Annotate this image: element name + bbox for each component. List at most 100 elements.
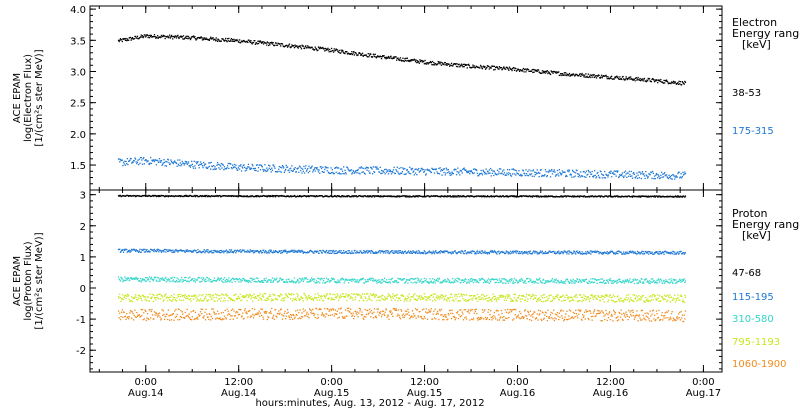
data-point xyxy=(384,278,385,279)
data-point xyxy=(491,67,492,68)
data-point xyxy=(624,175,625,176)
data-point xyxy=(337,49,338,50)
data-point xyxy=(670,253,671,254)
data-point xyxy=(423,253,424,254)
data-point xyxy=(505,283,506,284)
data-point xyxy=(634,79,635,80)
data-point xyxy=(529,278,530,279)
data-point xyxy=(331,172,332,173)
data-point xyxy=(578,253,579,254)
data-point xyxy=(654,176,655,177)
data-point xyxy=(481,250,482,251)
data-point xyxy=(575,176,576,177)
data-point xyxy=(206,299,207,300)
data-point xyxy=(399,252,400,253)
data-point xyxy=(585,172,586,173)
data-point xyxy=(207,280,208,281)
data-point xyxy=(209,278,210,279)
data-point xyxy=(641,252,642,253)
data-point xyxy=(634,283,635,284)
data-point xyxy=(170,37,171,38)
data-point xyxy=(296,171,297,172)
data-point xyxy=(660,175,661,176)
data-point xyxy=(280,253,281,254)
data-point xyxy=(499,168,500,169)
electron-legend-title-line: [keV] xyxy=(742,38,771,51)
data-point xyxy=(178,279,179,280)
data-point xyxy=(334,251,335,252)
data-point xyxy=(185,277,186,278)
data-point xyxy=(512,251,513,252)
data-point xyxy=(530,174,531,175)
data-point xyxy=(127,164,128,165)
data-point xyxy=(490,281,491,282)
data-point xyxy=(218,251,219,252)
data-point xyxy=(681,177,682,178)
data-point xyxy=(433,169,434,170)
data-point xyxy=(575,75,576,76)
data-point xyxy=(598,75,599,76)
data-point xyxy=(131,40,132,41)
data-point xyxy=(250,42,251,43)
data-point xyxy=(129,250,130,251)
data-point xyxy=(589,281,590,282)
electron-ytick-label: 2.5 xyxy=(70,99,86,110)
data-point xyxy=(375,54,376,55)
data-point xyxy=(623,281,624,282)
data-point xyxy=(433,64,434,65)
data-point xyxy=(598,279,599,280)
data-point xyxy=(651,282,652,283)
data-point xyxy=(239,39,240,40)
data-point xyxy=(324,172,325,173)
data-point xyxy=(166,279,167,280)
data-point xyxy=(182,36,183,37)
data-point xyxy=(412,168,413,169)
data-point xyxy=(172,300,173,301)
data-point xyxy=(308,252,309,253)
data-point xyxy=(445,173,446,174)
data-point xyxy=(312,47,313,48)
data-point xyxy=(368,281,369,282)
data-point xyxy=(119,40,120,41)
data-point xyxy=(628,282,629,283)
data-point xyxy=(638,171,639,172)
data-point xyxy=(391,173,392,174)
data-point xyxy=(337,253,338,254)
data-point xyxy=(190,38,191,39)
data-point xyxy=(271,42,272,43)
data-point xyxy=(462,251,463,252)
data-point xyxy=(608,175,609,176)
data-point xyxy=(514,70,515,71)
data-point xyxy=(449,280,450,281)
data-point xyxy=(262,166,263,167)
data-point xyxy=(278,169,279,170)
data-point xyxy=(219,298,220,299)
data-point xyxy=(167,300,168,301)
data-point xyxy=(272,43,273,44)
data-point xyxy=(449,173,450,174)
data-point xyxy=(122,294,123,295)
data-point xyxy=(168,36,169,37)
data-point xyxy=(631,171,632,172)
data-point xyxy=(443,251,444,252)
data-point xyxy=(484,281,485,282)
data-point xyxy=(683,252,684,253)
data-point xyxy=(358,54,359,55)
data-point xyxy=(300,252,301,253)
data-point xyxy=(136,161,137,162)
data-point xyxy=(499,66,500,67)
data-point xyxy=(362,53,363,54)
data-point xyxy=(315,170,316,171)
data-point xyxy=(121,39,122,40)
data-point xyxy=(214,39,215,40)
data-point xyxy=(654,81,655,82)
data-point xyxy=(397,278,398,279)
data-point xyxy=(487,282,488,283)
data-point xyxy=(453,280,454,281)
data-point xyxy=(626,280,627,281)
data-point xyxy=(604,171,605,172)
data-point xyxy=(673,174,674,175)
data-point xyxy=(508,70,509,71)
data-point xyxy=(540,250,541,251)
data-point xyxy=(407,169,408,170)
